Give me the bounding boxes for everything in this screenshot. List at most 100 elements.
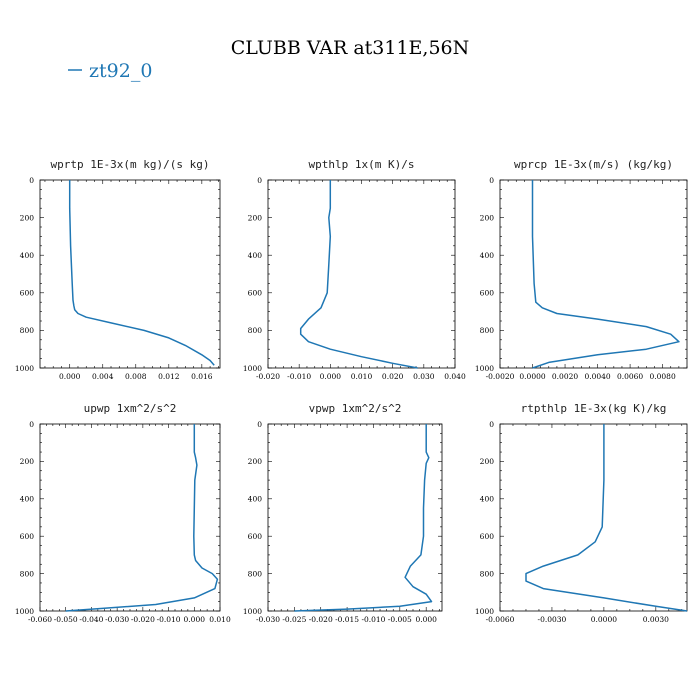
x-tick-label: 0.0080 bbox=[649, 372, 675, 381]
y-tick-label: 400 bbox=[480, 251, 495, 260]
y-tick-label: 1000 bbox=[475, 607, 494, 616]
subplot-2: wpthlp 1x(m K)/s 0 200 400 600 800 1000-0.020-… bbox=[243, 158, 466, 381]
x-tick-label: -0.060 bbox=[28, 615, 52, 624]
y-tick-label: 1000 bbox=[475, 364, 494, 373]
series-line-zt92-0 bbox=[525, 424, 688, 612]
y-tick-label: 1000 bbox=[15, 607, 34, 616]
subplot-title: wpthlp 1x(m K)/s bbox=[309, 158, 415, 171]
x-tick-label: 0.000 bbox=[59, 372, 81, 381]
series-line-zt92-0 bbox=[65, 424, 219, 612]
plot-frame bbox=[499, 423, 688, 612]
series-line-zt92-0 bbox=[294, 424, 433, 612]
plot-frame bbox=[499, 179, 688, 369]
subplot-title: upwp 1xm^2/s^2 bbox=[84, 402, 177, 415]
x-tick-label: 0.012 bbox=[158, 372, 180, 381]
x-tick-label: 0.040 bbox=[444, 372, 466, 381]
x-tick-label: 0.0060 bbox=[617, 372, 643, 381]
y-tick-label: 1000 bbox=[15, 364, 34, 373]
subplot-3: wprcp 1E-3x(m/s) (kg/kg) 0 200 400 600 800 100… bbox=[475, 158, 688, 381]
y-tick-label: 800 bbox=[480, 326, 495, 335]
x-tick-label: 0.030 bbox=[413, 372, 435, 381]
x-tick-label: -0.020 bbox=[256, 372, 280, 381]
x-tick-label: -0.0020 bbox=[486, 372, 515, 381]
y-tick-label: 1000 bbox=[243, 364, 262, 373]
x-tick-label: 0.008 bbox=[125, 372, 147, 381]
x-tick-label: -0.0030 bbox=[538, 615, 567, 624]
y-tick-label: 1000 bbox=[243, 607, 262, 616]
y-tick-label: 0 bbox=[489, 420, 494, 429]
x-tick-label: 0.000 bbox=[184, 615, 206, 624]
y-tick-label: 600 bbox=[248, 289, 263, 298]
x-tick-label: 0.010 bbox=[351, 372, 373, 381]
x-tick-label: 0.0040 bbox=[584, 372, 610, 381]
x-tick-label: 0.020 bbox=[382, 372, 404, 381]
y-tick-label: 200 bbox=[20, 213, 35, 222]
x-tick-label: -0.020 bbox=[309, 615, 333, 624]
plot-frame bbox=[39, 179, 221, 369]
x-tick-label: 0.000 bbox=[415, 615, 437, 624]
subplot-6: rtpthlp 1E-3x(kg K)/kg02004006008001000-… bbox=[475, 402, 688, 624]
y-tick-label: 600 bbox=[480, 532, 495, 541]
y-tick-label: 0 bbox=[29, 176, 34, 185]
legend-label: zt92_0 bbox=[89, 60, 152, 82]
y-tick-label: 400 bbox=[248, 251, 263, 260]
x-tick-label: -0.020 bbox=[131, 615, 155, 624]
x-tick-label: 0.0020 bbox=[552, 372, 578, 381]
x-tick-label: -0.005 bbox=[388, 615, 412, 624]
y-tick-label: 400 bbox=[480, 495, 495, 504]
subplot-title: vpwp 1xm^2/s^2 bbox=[309, 402, 402, 415]
x-tick-label: -0.015 bbox=[335, 615, 359, 624]
figure-title: CLUBB VAR at311E,56N bbox=[231, 37, 470, 59]
y-tick-label: 400 bbox=[20, 495, 35, 504]
x-tick-label: -0.0060 bbox=[486, 615, 515, 624]
subplot-title: wprtp 1E-3x(m kg)/(s kg) bbox=[51, 158, 210, 171]
x-tick-label: 0.0000 bbox=[591, 615, 617, 624]
plot-frame bbox=[39, 423, 221, 612]
x-tick-label: -0.010 bbox=[157, 615, 181, 624]
y-tick-label: 800 bbox=[248, 326, 263, 335]
x-tick-label: 0.016 bbox=[191, 372, 213, 381]
y-tick-label: 400 bbox=[20, 251, 35, 260]
y-tick-label: 0 bbox=[29, 420, 34, 429]
y-tick-label: 0 bbox=[489, 176, 494, 185]
subplot-title: wprcp 1E-3x(m/s) (kg/kg) bbox=[514, 158, 673, 171]
y-tick-label: 200 bbox=[480, 457, 495, 466]
y-tick-label: 600 bbox=[480, 289, 495, 298]
legend: zt92_0 bbox=[68, 60, 152, 82]
x-tick-label: -0.040 bbox=[79, 615, 103, 624]
y-tick-label: 400 bbox=[248, 495, 263, 504]
x-tick-label: 0.0030 bbox=[643, 615, 669, 624]
y-tick-label: 600 bbox=[248, 532, 263, 541]
y-tick-label: 600 bbox=[20, 532, 35, 541]
series-line-zt92-0 bbox=[68, 180, 215, 366]
y-tick-label: 800 bbox=[20, 326, 35, 335]
plot-frame bbox=[267, 423, 443, 612]
y-tick-label: 200 bbox=[480, 213, 495, 222]
y-tick-label: 200 bbox=[248, 213, 263, 222]
x-tick-label: -0.010 bbox=[287, 372, 311, 381]
y-tick-label: 0 bbox=[257, 176, 262, 185]
x-tick-label: -0.025 bbox=[282, 615, 306, 624]
y-tick-label: 200 bbox=[20, 457, 35, 466]
series-line-zt92-0 bbox=[299, 180, 418, 369]
y-tick-label: 800 bbox=[20, 569, 35, 578]
y-tick-label: 800 bbox=[248, 569, 263, 578]
panels: wprtp 1E-3x(m kg)/(s kg) 0 200 400 600 800 100… bbox=[15, 158, 688, 624]
x-tick-label: -0.010 bbox=[361, 615, 385, 624]
y-tick-label: 200 bbox=[248, 457, 263, 466]
series-line-zt92-0 bbox=[531, 180, 680, 369]
x-tick-label: -0.030 bbox=[105, 615, 129, 624]
x-tick-label: -0.050 bbox=[54, 615, 78, 624]
y-tick-label: 0 bbox=[257, 420, 262, 429]
x-tick-label: -0.030 bbox=[256, 615, 280, 624]
y-tick-label: 800 bbox=[480, 569, 495, 578]
x-tick-label: 0.000 bbox=[320, 372, 342, 381]
subplot-1: wprtp 1E-3x(m kg)/(s kg) 0 200 400 600 800 100… bbox=[15, 158, 221, 381]
subplot-title: rtpthlp 1E-3x(kg K)/kg bbox=[521, 402, 667, 415]
x-tick-label: 0.004 bbox=[92, 372, 114, 381]
y-tick-label: 600 bbox=[20, 289, 35, 298]
plot-frame bbox=[267, 179, 456, 369]
